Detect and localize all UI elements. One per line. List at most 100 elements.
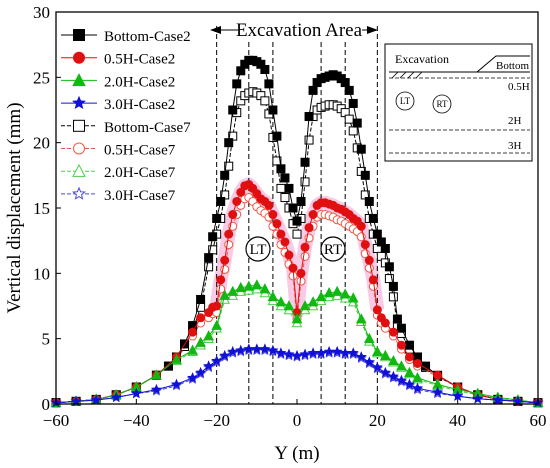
data-point [360, 170, 370, 180]
data-point [368, 213, 378, 223]
legend-item-0-5h-case7: 0.5H-Case7 [61, 142, 176, 159]
y-axis-title: Vertical displacement (mm) [4, 102, 25, 313]
data-point [355, 351, 367, 362]
x-tick-label: −40 [123, 411, 150, 430]
data-point [291, 313, 303, 324]
y-tick-label: 0 [42, 395, 51, 414]
data-point [372, 305, 382, 315]
data-point [300, 251, 310, 261]
y-tick-label: 5 [42, 330, 51, 349]
data-point [288, 263, 298, 273]
excavation-label-bg [238, 20, 362, 40]
data-point [388, 292, 398, 302]
legend-marker [73, 51, 85, 64]
data-point [264, 200, 274, 210]
data-point [272, 219, 282, 229]
data-point [344, 114, 354, 124]
data-point [384, 262, 394, 272]
x-tick-label: 60 [530, 411, 547, 430]
data-point [228, 105, 238, 115]
inset-layer-3h-label: 3H [508, 140, 522, 152]
inset-frame [384, 43, 533, 162]
data-point [387, 370, 399, 382]
legend-label: 3.0H-Case2 [104, 97, 175, 113]
inset-hatch [391, 71, 423, 79]
data-point [380, 349, 391, 360]
data-point [212, 301, 222, 311]
data-point [360, 240, 370, 250]
data-point [187, 344, 198, 355]
data-point [404, 340, 414, 350]
data-point [275, 347, 287, 358]
data-point [331, 345, 343, 357]
data-point [268, 105, 278, 115]
data-point [284, 250, 294, 260]
data-point [259, 283, 271, 294]
data-point [492, 394, 504, 405]
data-point [339, 347, 351, 358]
data-point [364, 255, 374, 265]
data-point [331, 285, 343, 296]
legend-item-2-0h-case7: 2.0H-Case7 [61, 163, 176, 181]
data-point [315, 347, 327, 358]
data-point [204, 253, 214, 263]
data-point [259, 343, 271, 354]
data-point [204, 262, 214, 272]
data-point [224, 138, 234, 148]
data-point [232, 79, 242, 89]
legend-item-bottom-case2: Bottom-Case2 [61, 29, 191, 45]
excavation-lines [216, 26, 378, 404]
data-point [216, 284, 226, 294]
data-point [300, 157, 310, 167]
legend-marker [73, 142, 85, 155]
data-point [304, 223, 314, 233]
data-point [232, 196, 242, 206]
inset-bottom-label: Bottom [496, 60, 529, 72]
legend-marker [72, 73, 86, 87]
excavation-arrow-right [367, 26, 378, 34]
data-point [243, 343, 255, 354]
data-point [219, 349, 231, 361]
data-point [171, 353, 182, 364]
tunnel-lt-circle [245, 236, 271, 262]
data-point [356, 221, 366, 231]
data-point [300, 242, 310, 252]
x-tick-label: 0 [293, 411, 302, 430]
data-point [300, 177, 310, 187]
data-point [224, 229, 234, 239]
data-point [380, 318, 390, 328]
y-tick-label: 20 [33, 134, 50, 153]
data-point [90, 394, 102, 405]
data-point [150, 383, 162, 395]
data-point [196, 294, 206, 304]
data-point [243, 280, 255, 291]
legend-label: Bottom-Case2 [104, 29, 191, 45]
data-point [371, 361, 383, 373]
data-point [412, 371, 423, 383]
data-point [380, 244, 390, 254]
data-point [203, 330, 214, 341]
y-tick-label: 10 [33, 264, 50, 283]
data-point [379, 366, 391, 378]
data-point [280, 193, 290, 203]
data-point [315, 290, 327, 302]
data-point [292, 229, 302, 239]
data-point [339, 288, 351, 299]
axis-ticks: −60 −40 −20 0 20 40 60 0 5 10 15 20 25 30 [33, 3, 547, 430]
data-point [235, 281, 247, 293]
data-point [292, 216, 302, 226]
data-point [275, 296, 287, 307]
x-axis-title: Y (m) [274, 443, 319, 464]
x-tick-label: 40 [449, 411, 466, 430]
data-point [195, 336, 206, 347]
data-point [216, 275, 226, 285]
data-point [291, 349, 303, 361]
data-point [272, 131, 282, 141]
data-point [347, 292, 359, 303]
inset-lt-circle [395, 91, 415, 111]
data-point [227, 285, 239, 296]
data-point [340, 78, 350, 88]
x-tick-label: −20 [203, 411, 230, 430]
data-point [220, 170, 230, 180]
tunnel-rt-circle [320, 236, 346, 262]
